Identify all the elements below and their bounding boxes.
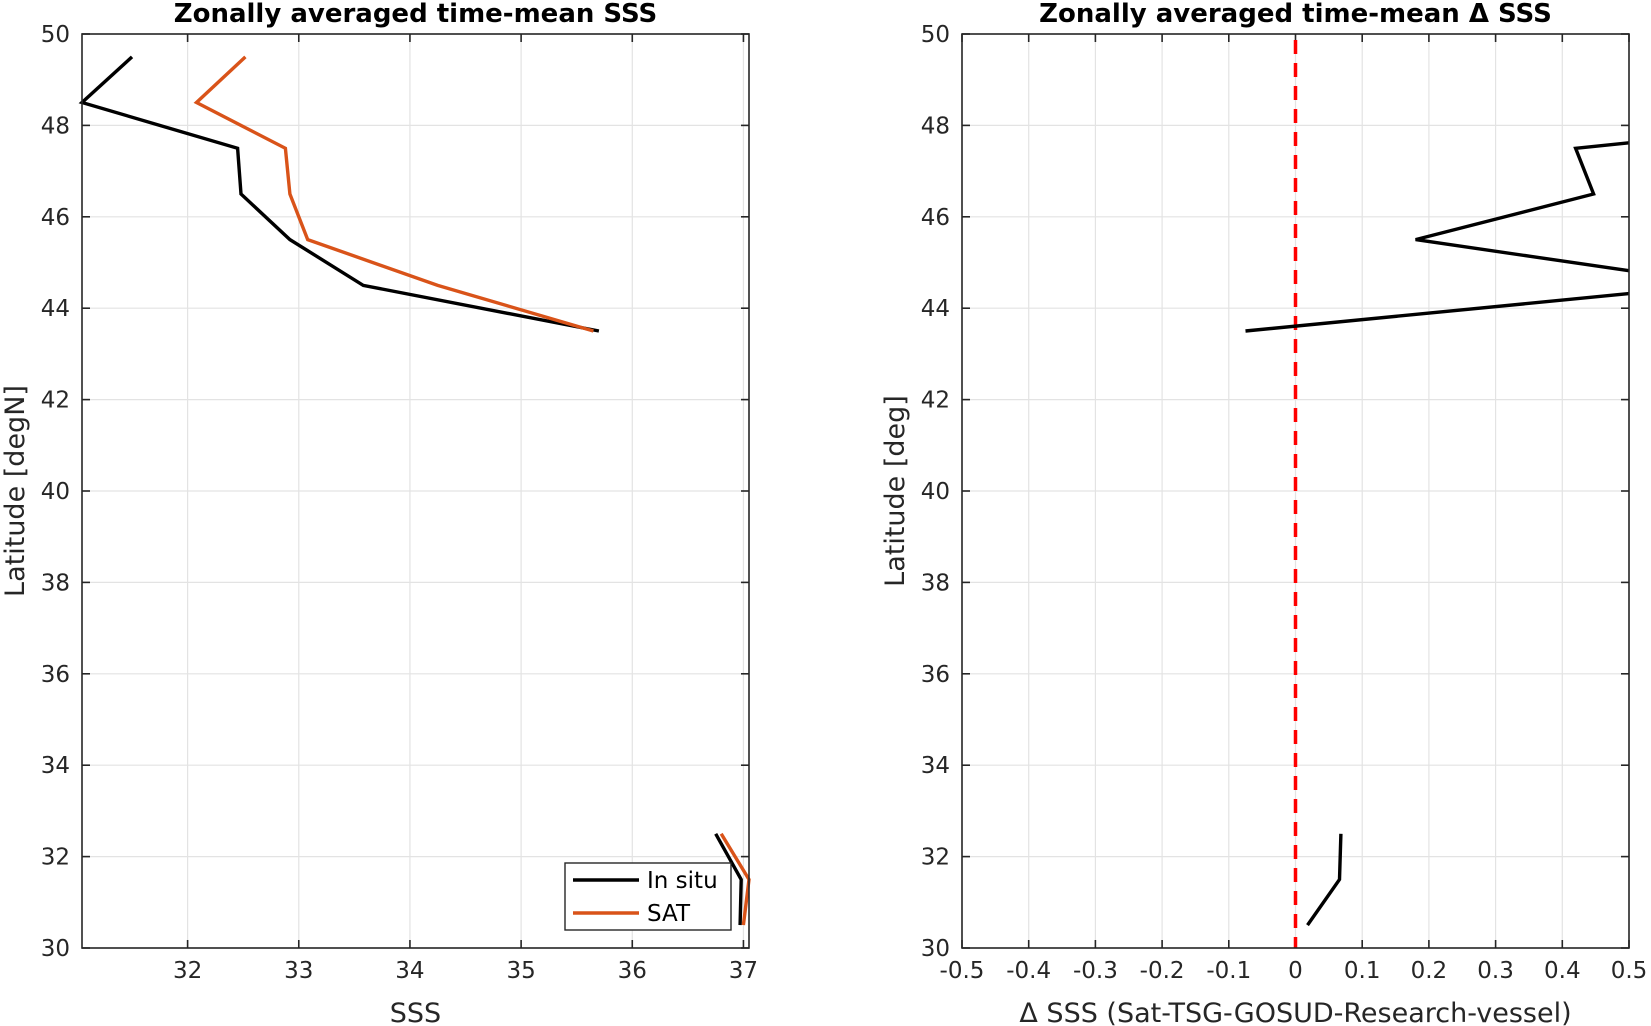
series-line	[193, 55, 594, 333]
chart-title: Zonally averaged time-mean SSS	[174, 0, 658, 29]
series-line	[1306, 833, 1343, 927]
y-tick-label: 32	[41, 845, 70, 871]
x-tick-label: 37	[729, 958, 758, 984]
y-tick-label: 32	[921, 845, 950, 871]
x-tick-label: 35	[506, 958, 535, 984]
y-tick-label: 44	[41, 296, 70, 322]
y-tick-label: 30	[921, 936, 950, 962]
y-axis-label: Latitude [deg]	[880, 395, 911, 587]
y-tick-label: 46	[41, 205, 70, 231]
y-axis-label: Latitude [degN]	[0, 385, 31, 597]
x-tick-label: -0.3	[1073, 958, 1118, 984]
chart-title: Zonally averaged time-mean Δ SSS	[1039, 0, 1552, 29]
x-tick-label: -0.2	[1140, 958, 1185, 984]
x-tick-label: 0	[1288, 958, 1303, 984]
y-tick-label: 30	[41, 936, 70, 962]
y-tick-label: 36	[41, 662, 70, 688]
x-tick-label: 0.2	[1411, 958, 1448, 984]
legend-label: SAT	[647, 901, 691, 927]
y-tick-label: 44	[921, 296, 950, 322]
y-tick-label: 42	[41, 388, 70, 414]
y-tick-label: 46	[921, 205, 950, 231]
delta-sss-panel: -0.5 -0.4 -0.3 -0.2 -0.1 0 0.1 0.2 0.3 0.4 0.5 30 32…	[880, 0, 1647, 1026]
legend-label: In situ	[647, 868, 718, 894]
y-tick-label: 34	[41, 753, 70, 779]
y-tick-label: 36	[921, 662, 950, 688]
x-tick-label: 0.4	[1544, 958, 1581, 984]
x-axis-label: SSS	[390, 998, 441, 1026]
legend-box	[564, 862, 732, 931]
x-tick-label: 0.5	[1611, 958, 1648, 984]
y-tick-label: 48	[41, 113, 70, 139]
y-tick-label: 38	[41, 570, 70, 596]
x-tick-label: 33	[284, 958, 313, 984]
series-line	[714, 832, 743, 926]
y-tick-label: 40	[41, 479, 70, 505]
y-tick-label: 50	[41, 22, 70, 48]
y-tick-label: 48	[921, 113, 950, 139]
y-tick-label: 34	[921, 753, 950, 779]
series-line	[1415, 141, 1630, 273]
x-tick-label: 0.1	[1344, 958, 1381, 984]
y-tick-label: 42	[921, 388, 950, 414]
x-tick-label: -0.5	[940, 958, 985, 984]
x-tick-label: -0.1	[1206, 958, 1251, 984]
series-line	[1245, 291, 1630, 333]
y-tick-label: 38	[921, 570, 950, 596]
x-tick-label: 32	[173, 958, 202, 984]
sss-panel: 32 33 34 35 36 37 30 32 34 36 38 40 42 44 46 48 50 Zonall…	[0, 0, 758, 1026]
y-tick-label: 50	[921, 22, 950, 48]
y-tick-label: 40	[921, 479, 950, 505]
x-axis-label: Δ SSS (Sat-TSG-GOSUD-Research-vessel)	[1019, 998, 1571, 1026]
x-tick-label: 34	[395, 958, 424, 984]
x-tick-label: 0.3	[1477, 958, 1514, 984]
plot-frame	[961, 33, 1630, 949]
x-tick-label: -0.4	[1006, 958, 1051, 984]
x-tick-label: 36	[618, 958, 647, 984]
plot-frame	[81, 33, 750, 949]
